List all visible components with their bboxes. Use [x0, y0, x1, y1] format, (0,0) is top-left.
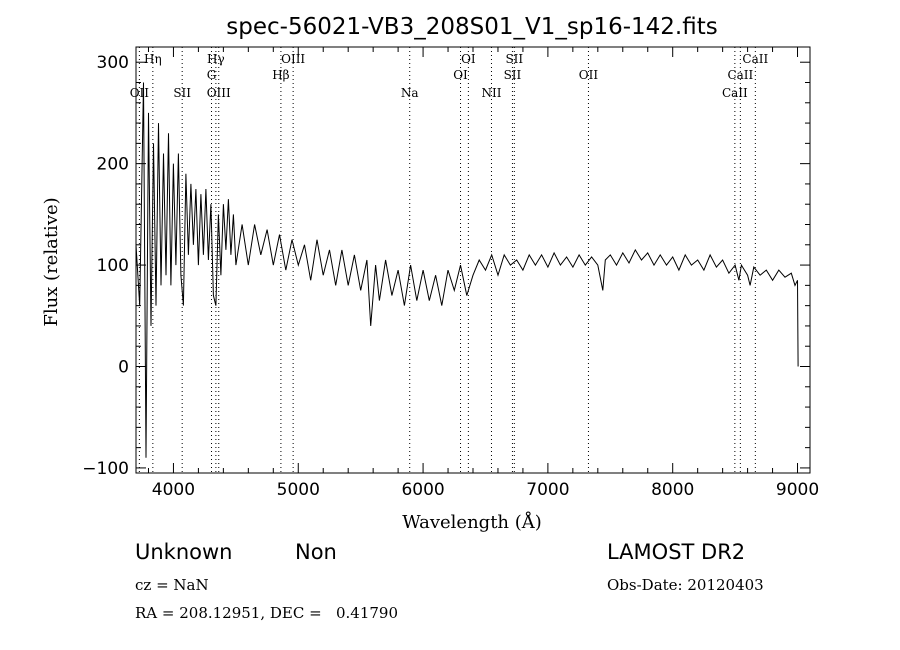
line-marker-label: Hβ	[272, 68, 289, 82]
x-tick-label: 5000	[277, 480, 320, 500]
object-class: Unknown	[135, 540, 233, 564]
line-marker-label: OIII	[207, 86, 231, 100]
line-marker-label: OIII	[281, 52, 305, 66]
line-marker-label: OI	[461, 52, 476, 66]
x-tick-label: 9000	[776, 480, 819, 500]
line-marker-label: OI	[453, 68, 468, 82]
y-tick-label: 200	[97, 155, 129, 175]
x-axis-title: Wavelength (Å)	[402, 511, 542, 533]
y-tick-label: −100	[82, 459, 129, 479]
object-subclass: Non	[295, 540, 337, 564]
data-release: LAMOST DR2	[607, 540, 746, 564]
spectrum-series	[135, 82, 799, 458]
line-marker-label: SII	[505, 52, 523, 66]
y-tick-label: 0	[118, 358, 129, 378]
chart-title: spec-56021-VB3_208S01_V1_sp16-142.fits	[226, 14, 717, 40]
observation-date: Obs-Date: 20120403	[607, 576, 764, 594]
y-tick-label: 100	[97, 256, 129, 276]
x-tick-label: 8000	[651, 480, 694, 500]
x-tick-label: 6000	[401, 480, 444, 500]
line-marker-label: OII	[130, 86, 150, 100]
y-tick-label: 300	[97, 53, 129, 73]
x-tick-label: 4000	[152, 480, 195, 500]
line-marker-label: Hγ	[207, 52, 225, 66]
spectrum-line	[135, 82, 799, 458]
line-marker-label: OII	[579, 68, 599, 82]
line-marker-label: CaII	[722, 86, 748, 100]
line-marker-label: SII	[504, 68, 522, 82]
x-tick-label: 7000	[526, 480, 569, 500]
line-marker-label: Na	[401, 86, 419, 100]
line-marker-label: CaII	[727, 68, 753, 82]
line-marker-label: CaII	[742, 52, 768, 66]
redshift-cz: cz = NaN	[135, 576, 209, 594]
line-marker-label: NII	[481, 86, 501, 100]
line-marker-label: G	[207, 68, 217, 82]
axes: 4000 5000 6000 7000 8000 9000 −100 0 100 200 300	[82, 47, 819, 500]
coordinates: RA = 208.12951, DEC = 0.41790	[135, 604, 399, 622]
line-marker-label: Hη	[144, 52, 162, 66]
y-axis-title: Flux (relative)	[41, 197, 62, 326]
line-marker-label: SII	[173, 86, 191, 100]
